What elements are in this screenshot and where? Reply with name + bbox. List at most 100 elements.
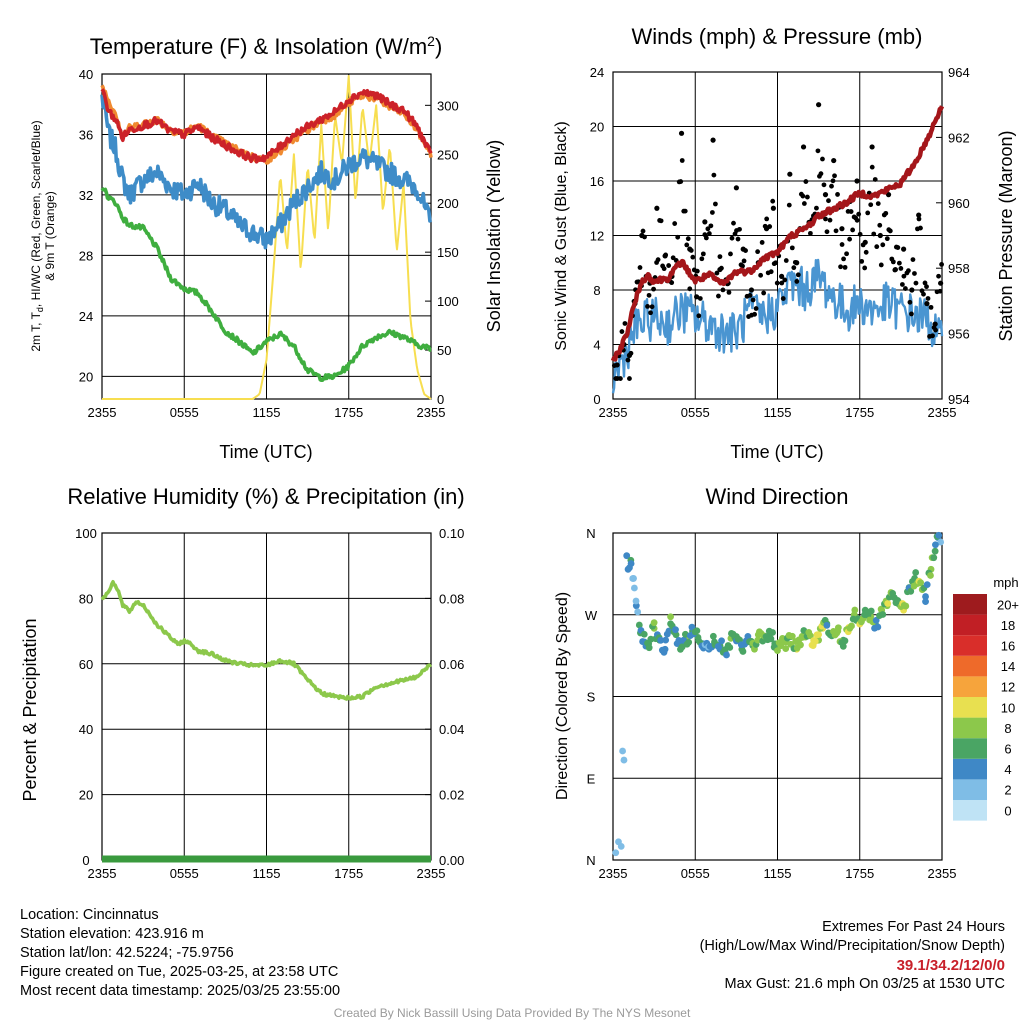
gust-point <box>928 304 934 310</box>
colorbar-label: 12 <box>1001 680 1015 695</box>
gust-point <box>761 290 767 296</box>
y-axis-label: Direction (Colored By Speed) <box>554 592 571 800</box>
gust-point <box>921 291 926 297</box>
gust-point <box>803 179 809 184</box>
gust-point <box>654 205 660 211</box>
direction-point <box>685 638 693 646</box>
gust-point <box>699 256 705 262</box>
direction-point <box>767 635 775 643</box>
direction-point <box>833 629 841 637</box>
y-tick-label: 20 <box>79 369 93 384</box>
gust-point <box>770 205 776 211</box>
direction-point <box>635 621 643 629</box>
gust-point <box>829 183 834 189</box>
colorbar-title: mph <box>993 575 1018 590</box>
gust-point <box>877 222 883 228</box>
station-info: Location: Cincinnatus Station elevation:… <box>20 906 340 1001</box>
gust-point <box>827 217 833 223</box>
direction-point <box>937 538 945 546</box>
gust-point <box>823 216 828 222</box>
colorbar-label: 10 <box>1001 700 1015 715</box>
gust-point <box>850 227 856 233</box>
direction-point <box>848 622 855 630</box>
gust-point <box>789 245 795 251</box>
direction-point <box>718 637 725 645</box>
gust-point <box>672 221 678 226</box>
gust-point <box>839 242 845 247</box>
x-axis-label: Time (UTC) <box>219 442 312 462</box>
gust-point <box>700 251 706 257</box>
colorbar-label: 6 <box>1004 742 1011 757</box>
gust-point <box>822 192 829 198</box>
direction-point <box>693 627 701 635</box>
x-tick-label: 0555 <box>170 405 199 420</box>
gust-point <box>625 357 631 363</box>
gust-point <box>764 216 770 222</box>
direction-point <box>629 575 637 582</box>
gust-point <box>619 329 625 334</box>
colorbar-label: 16 <box>1001 639 1015 654</box>
gust-point <box>869 164 875 170</box>
gust-point <box>863 249 869 255</box>
direction-point <box>872 616 880 624</box>
gust-point <box>741 258 747 264</box>
gust-point <box>678 179 684 184</box>
direction-point <box>769 629 776 636</box>
gust-point <box>916 216 922 222</box>
x-tick-label: 2355 <box>599 405 628 420</box>
temperature-line <box>100 88 433 164</box>
gust-point <box>702 219 708 225</box>
gust-point <box>705 226 711 232</box>
colorbar-swatch <box>953 697 987 718</box>
colorbar-swatch <box>953 800 987 821</box>
y2-tick-label: 960 <box>948 196 970 211</box>
gust-point <box>862 265 868 271</box>
gust-point <box>909 287 915 293</box>
y2-axis-label: Solar Insolation (Yellow) <box>484 140 504 332</box>
gust-point <box>842 264 848 270</box>
direction-point <box>932 541 939 549</box>
direction-point <box>823 621 831 629</box>
gust-point <box>896 260 902 266</box>
x-tick-label: 0555 <box>681 866 710 881</box>
chart-title: Relative Humidity (%) & Precipitation (i… <box>67 484 464 509</box>
relative-humidity-line <box>100 580 433 701</box>
direction-point <box>709 632 717 640</box>
gust-point <box>714 270 720 276</box>
y-tick-label: 12 <box>590 229 604 244</box>
gust-point <box>685 236 691 242</box>
direction-point <box>774 647 781 655</box>
direction-point <box>811 637 819 645</box>
chart-title: Temperature (F) & Insolation (W/m2) <box>90 33 443 59</box>
direction-point <box>634 608 642 616</box>
direction-point <box>923 581 931 589</box>
gust-point <box>800 144 807 150</box>
direction-point <box>834 624 842 632</box>
heat-index-windchill-line <box>100 94 433 250</box>
y2-tick-label: 0.02 <box>439 788 464 803</box>
y-tick-label: 0 <box>593 392 600 407</box>
gust-point <box>847 236 853 242</box>
gust-point <box>703 235 709 241</box>
extremes-title: Extremes For Past 24 Hours <box>822 919 1005 935</box>
direction-point <box>931 547 939 555</box>
gust-point <box>902 286 908 291</box>
x-tick-label: 2355 <box>928 405 957 420</box>
gust-point <box>792 259 798 265</box>
direction-point <box>662 636 670 644</box>
colorbar-label: 8 <box>1004 721 1011 736</box>
colorbar-swatch <box>953 635 987 656</box>
direction-point <box>640 630 648 638</box>
direction-point <box>922 593 929 600</box>
y-tick-label: 20 <box>590 120 604 135</box>
gust-point <box>719 265 724 271</box>
gust-point <box>938 280 944 286</box>
gust-point <box>933 327 938 333</box>
direction-point <box>884 600 892 607</box>
gust-point <box>679 158 685 163</box>
gust-point <box>758 272 764 278</box>
y-tick-label: E <box>587 771 596 786</box>
gust-point <box>884 236 890 242</box>
y-tick-label: 40 <box>79 67 93 82</box>
y-tick-label: 60 <box>79 657 93 672</box>
